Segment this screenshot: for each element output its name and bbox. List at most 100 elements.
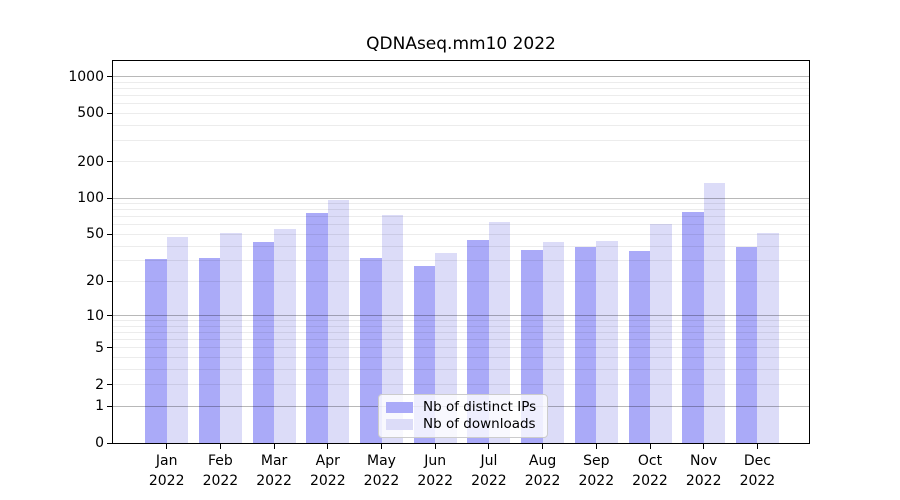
bar-downloads-feb (220, 233, 242, 443)
y-tick-mark (107, 76, 113, 77)
minor-gridline (113, 203, 809, 205)
minor-gridline (113, 325, 809, 327)
minor-gridline (113, 347, 809, 349)
y-tick-label: 2 (95, 376, 104, 393)
bar-downloads-nov (703, 183, 726, 443)
y-tick-label: 100 (77, 190, 104, 207)
x-tick-mark (166, 444, 168, 449)
x-tick-mark (434, 444, 436, 449)
y-tick-mark (107, 280, 113, 282)
y-tick-mark (107, 197, 113, 199)
bar-distinct-ips-apr (306, 213, 328, 443)
y-tick-mark (107, 384, 113, 386)
x-tick-mark (273, 444, 275, 449)
bar-downloads-oct (650, 224, 672, 443)
x-tick-label: Oct 2022 (632, 453, 668, 489)
y-tick-label: 0 (95, 435, 104, 451)
y-tick-label: 20 (86, 273, 104, 290)
minor-gridline (113, 87, 809, 89)
bar-distinct-ips-oct (628, 251, 650, 443)
x-tick-mark (219, 444, 221, 449)
y-tick-mark (107, 233, 113, 235)
x-tick-label: Jun 2022 (417, 453, 453, 489)
minor-gridline (113, 112, 809, 114)
x-tick-label: Aug 2022 (524, 453, 561, 489)
major-gridline (113, 197, 809, 199)
minor-gridline (113, 233, 809, 235)
x-tick-label: May 2022 (363, 453, 400, 489)
y-tick-label: 200 (77, 153, 104, 170)
y-tick-mark (107, 112, 113, 114)
x-tick-label: Mar 2022 (256, 453, 292, 489)
x-tick-label: Jan 2022 (148, 453, 185, 489)
legend-label-downloads: Nb of downloads (423, 416, 536, 432)
x-tick-mark (649, 444, 651, 449)
minor-gridline (113, 384, 809, 386)
minor-gridline (113, 357, 809, 359)
y-tick-mark (107, 405, 113, 407)
y-tick-mark (107, 315, 113, 317)
minor-gridline (113, 103, 809, 105)
bar-distinct-ips-jan (145, 259, 167, 443)
minor-gridline (113, 94, 809, 96)
bar-downloads-sep (596, 241, 618, 443)
bar-downloads-apr (327, 200, 350, 443)
x-tick-label: Feb 2022 (202, 453, 239, 489)
minor-gridline (113, 339, 809, 341)
major-gridline (113, 76, 809, 77)
minor-gridline (113, 139, 809, 141)
y-tick-label: 5 (95, 339, 104, 356)
minor-gridline (113, 124, 809, 126)
bar-distinct-ips-feb (198, 257, 221, 443)
legend-swatch-distinct-ips (386, 402, 413, 413)
x-tick-mark (703, 444, 705, 449)
x-tick-label: Apr 2022 (309, 453, 346, 489)
chart-title: QDNAseq.mm10 2022 (366, 34, 556, 54)
bar-downloads-mar (274, 229, 296, 443)
bar-downloads-jul (488, 222, 511, 443)
x-tick-mark (756, 444, 758, 449)
x-tick-label: Sep 2022 (578, 453, 615, 489)
x-tick-mark (542, 444, 544, 449)
major-gridline (113, 315, 809, 317)
y-tick-label: 1000 (68, 68, 104, 85)
bar-downloads-dec (757, 233, 779, 443)
legend: Nb of distinct IPs Nb of downloads (378, 394, 548, 438)
y-tick-mark (107, 442, 113, 444)
bar-downloads-may (381, 215, 403, 443)
legend-item-distinct-ips: Nb of distinct IPs (386, 400, 539, 415)
minor-gridline (113, 320, 809, 322)
legend-label-distinct-ips: Nb of distinct IPs (423, 399, 537, 415)
x-tick-mark (381, 444, 382, 449)
legend-item-downloads: Nb of downloads (386, 417, 539, 432)
bar-distinct-ips-dec (735, 247, 758, 443)
bar-distinct-ips-jul (467, 239, 489, 443)
x-tick-label: Jul 2022 (471, 453, 507, 489)
bar-distinct-ips-mar (252, 242, 275, 443)
minor-gridline (113, 260, 809, 262)
y-tick-label: 500 (77, 105, 104, 122)
x-tick-mark (595, 444, 597, 449)
y-tick-label: 1 (95, 398, 104, 415)
minor-gridline (113, 224, 809, 226)
minor-gridline (113, 332, 809, 334)
y-tick-mark (107, 161, 113, 163)
x-tick-label: Nov 2022 (685, 453, 722, 489)
minor-gridline (113, 368, 809, 370)
bar-downloads-aug (542, 242, 565, 443)
y-tick-label: 50 (86, 226, 104, 243)
legend-swatch-downloads (386, 419, 413, 430)
y-tick-label: 10 (86, 307, 104, 324)
x-tick-mark (327, 444, 329, 449)
bar-distinct-ips-sep (574, 247, 597, 443)
minor-gridline (113, 245, 809, 247)
bar-downloads-jan (166, 236, 189, 443)
minor-gridline (113, 81, 809, 83)
x-tick-mark (488, 444, 490, 449)
bar-distinct-ips-nov (682, 211, 704, 443)
y-tick-mark (107, 347, 113, 349)
